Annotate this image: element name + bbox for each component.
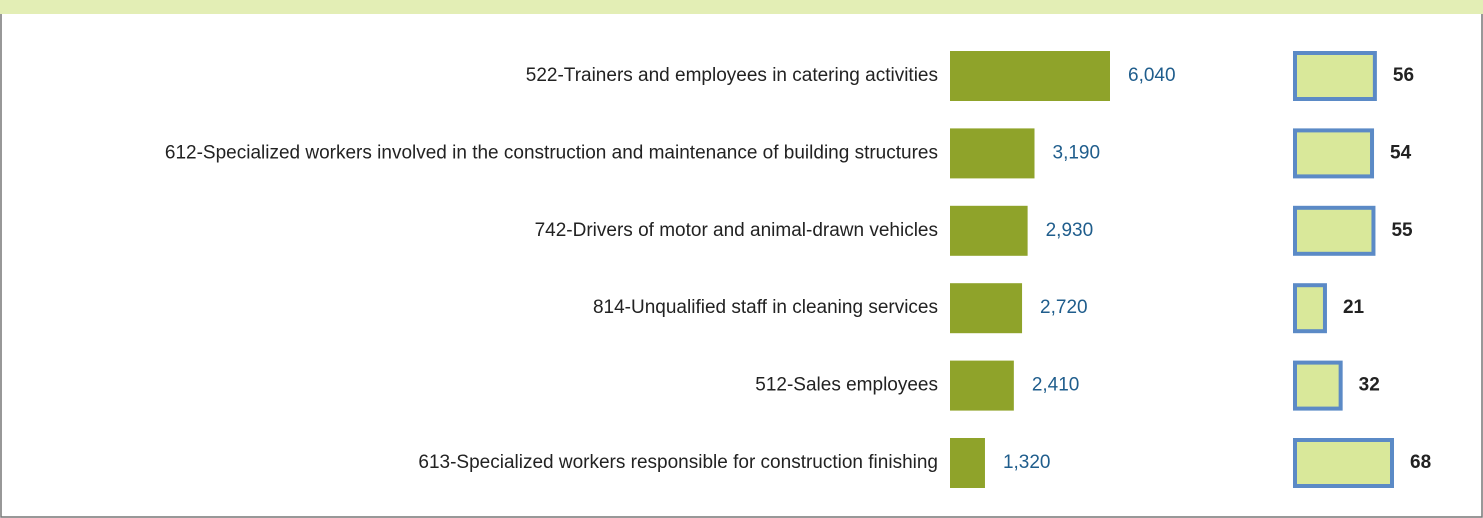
value-label: 68 [1410,452,1431,473]
value-label: 54 [1390,142,1412,163]
bar [950,128,1035,179]
category-label: 522-Trainers and employees in catering a… [526,65,938,86]
bar [1293,360,1343,411]
value-label: 2,720 [1040,297,1088,318]
value-label: 2,930 [1046,220,1094,241]
category-label: 512-Sales employees [755,375,938,396]
category-label: 742-Drivers of motor and animal-drawn ve… [535,220,938,241]
value-label: 2,410 [1032,375,1080,396]
bar [950,283,1023,334]
value-label: 55 [1391,220,1413,241]
bar [950,438,985,488]
bar [950,51,1110,101]
value-label: 1,320 [1003,452,1051,473]
header-band [0,0,1483,14]
bar [950,360,1014,411]
category-label: 814-Unqualified staff in cleaning servic… [593,297,938,318]
category-label: 613-Specialized workers responsible for … [418,452,938,473]
value-label: 32 [1359,375,1380,396]
value-label: 56 [1393,65,1414,86]
bar [950,205,1028,256]
value-label: 3,190 [1053,142,1101,163]
frame [0,14,1483,518]
value-label: 21 [1343,297,1365,318]
category-label: 612-Specialized workers involved in the … [165,142,938,163]
bar [1293,283,1327,334]
bar [1293,128,1375,179]
bar [1293,438,1394,488]
bar [1293,51,1377,101]
value-label: 6,040 [1128,65,1176,86]
bar [1293,205,1376,256]
